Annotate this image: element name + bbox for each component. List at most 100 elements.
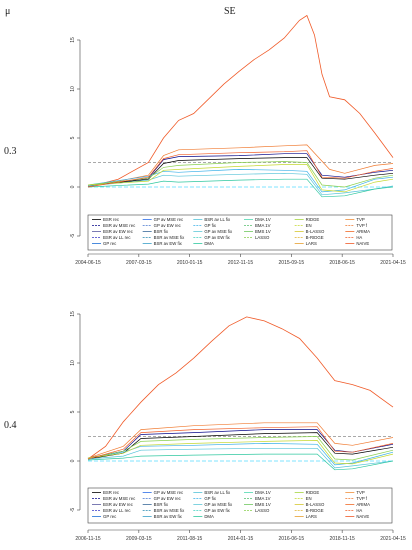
chart2-x-tick-label: 2014-01-15 — [228, 536, 254, 542]
chart1-legend-label-gp-av-mse-rec: GP av MSE rec — [154, 217, 184, 222]
chart1-legend-label-ridge: RIDGE — [306, 217, 320, 222]
chart2-legend-label-gp-rec: GP rec — [103, 514, 117, 519]
chart1-legend-label-dma-1v: DMA 1V — [255, 217, 271, 222]
chart2-legend-label-dma-1v: DMA 1V — [255, 490, 271, 495]
chart1-legend-label-gp-av-ew-rec: GP av EW rec — [154, 223, 182, 228]
chart2-legend-label-bsr-av-ew-fix: BSR av EW fix — [154, 514, 183, 519]
chart2-series-dma — [87, 453, 394, 471]
chart2-legend-label-bsr-av-mse-fix: BSR av MSE fix — [154, 508, 185, 513]
chart2-legend-label-bsr-av-ll-rec: BSR av LL rec — [103, 508, 131, 513]
chart1-legend-label-bma-1v: BMA 1V — [255, 223, 271, 228]
chart2-x-tick-label: 2011-08-15 — [177, 536, 202, 542]
chart1-legend-label-gp-fix: GP fix — [204, 223, 216, 228]
chart2-x-tick-label: 2009-03-15 — [126, 536, 152, 542]
chart2-x-tick-label: 2016-06-15 — [279, 536, 305, 542]
chart1-series-en — [87, 164, 394, 193]
chart1-x-tick-label: 2018-06-15 — [329, 260, 355, 266]
chart1-legend-label-gp-rec: GP rec — [103, 241, 117, 246]
chart1-legend-label-bsr-av-ll-fix: BSR av LL fix — [204, 217, 231, 222]
chart1-legend-label-arima: ARIMA — [356, 229, 370, 234]
chart2-y-tick-label: 10 — [70, 360, 76, 366]
metric-header: SE — [224, 6, 236, 17]
chart1-series-naive — [87, 14, 394, 188]
chart2-legend-label-gp-av-mse-rec: GP av MSE rec — [154, 490, 184, 495]
param-header: μ — [5, 6, 11, 17]
chart2-y-tick-label: 0 — [70, 459, 76, 462]
chart2-legend-label-lars: LARS — [306, 514, 317, 519]
chart2-legend-label-tvp-f: TVP f — [356, 496, 367, 501]
chart1-x-tick-label: 2004-06-15 — [75, 260, 101, 266]
chart2-series-naive — [87, 316, 394, 460]
chart2-legend-label-b-lasso: B-LASSO — [306, 502, 325, 507]
chart1-legend-label-dma: DMA — [204, 241, 214, 246]
chart1-legend-label-b-lasso: B-LASSO — [306, 229, 325, 234]
chart2-x-tick-label: 2006-11-15 — [75, 536, 100, 542]
chart2-legend — [87, 487, 393, 524]
chart2-series-ha — [87, 426, 394, 460]
chart1-legend-label-gp-av-mse-fix: GP av MSE fix — [204, 229, 233, 234]
chart1-legend-label-tvp-f: TVP f — [356, 223, 367, 228]
chart1-legend-label-bms-1v: BMS 1V — [255, 229, 271, 234]
chart2-legend-label-bsr-av-ew-rec: BSR av EW rec — [103, 502, 134, 507]
chart2-legend-label-tvp: TVP — [356, 490, 364, 495]
chart1-x-tick-label: 2015-09-15 — [279, 260, 305, 266]
chart2-legend-label-naive: NAIVE — [356, 514, 369, 519]
chart2-legend-label-gp-av-ew-fix: GP av EW fix — [204, 508, 230, 513]
chart2-legend-label-bma-1v: BMA 1V — [255, 496, 271, 501]
chart1-series-gp-fix — [87, 169, 394, 193]
chart2-x-tick-label: 2018-11-15 — [330, 536, 355, 542]
chart1-series-tvp-f — [87, 144, 394, 188]
chart2-legend-label-bms-1v: BMS 1V — [255, 502, 271, 507]
chart1-y-tick-label: 0 — [70, 185, 76, 188]
chart1-legend-label-bsr-av-ew-rec: BSR av EW rec — [103, 229, 134, 234]
chart2-y-tick-label: 15 — [70, 311, 76, 317]
chart2-series-lasso — [87, 436, 394, 461]
chart1-legend-label-bsr-av-mse-fix: BSR av MSE fix — [154, 235, 185, 240]
chart2-legend-label-en: EN — [306, 496, 312, 501]
chart1-x-tick-label: 2021-04-15 — [380, 260, 406, 266]
chart2-legend-label-gp-fix: GP fix — [204, 496, 216, 501]
chart1-y-tick-label: 5 — [70, 136, 76, 139]
chart1-legend-label-bsr-av-ew-fix: BSR av EW fix — [154, 241, 183, 246]
chart2-legend-label-ha: HA — [356, 508, 362, 513]
chart2-series-bsr-av-ll-fix — [87, 447, 394, 469]
panel-label-1: 0.3 — [4, 146, 17, 157]
chart2-legend-label-lasso: LASSO — [255, 508, 270, 513]
chart1-y-tick-label: 15 — [70, 37, 76, 43]
chart1-series-bsr-av-ll-fix — [87, 172, 394, 196]
chart1-legend-label-naive: NAIVE — [356, 241, 369, 246]
chart1-y-tick-label: -5 — [70, 234, 76, 239]
chart2-legend-label-bsr-rec: BSR rec — [103, 490, 120, 495]
chart1-series-dma — [87, 178, 394, 198]
chart2-legend-label-gp-av-mse-fix: GP av MSE fix — [204, 502, 233, 507]
chart2-legend-label-bsr-av-ll-fix: BSR av LL fix — [204, 490, 231, 495]
chart1-legend-label-lasso: LASSO — [255, 235, 270, 240]
chart2-legend-label-b-ridge: B-RIDGE — [306, 508, 324, 513]
chart1-x-tick-label: 2010-01-15 — [177, 260, 203, 266]
chart2-legend-label-ridge: RIDGE — [306, 490, 320, 495]
chart1-legend-label-bsr-av-ll-rec: BSR av LL rec — [103, 235, 131, 240]
chart1-legend-label-ha: HA — [356, 235, 362, 240]
chart1-legend-label-bsr-av-mse-rec: BSR av MSE rec — [103, 223, 136, 228]
chart2-legend-label-arima: ARIMA — [356, 502, 370, 507]
chart1-legend-label-en: EN — [306, 223, 312, 228]
chart2-y-tick-label: 5 — [70, 410, 76, 413]
chart1-legend-label-b-ridge: B-RIDGE — [306, 235, 324, 240]
chart1-legend-label-tvp: TVP — [356, 217, 364, 222]
chart2-y-tick-label: -5 — [70, 508, 76, 513]
chart2-legend-label-bsr-av-mse-rec: BSR av MSE rec — [103, 496, 136, 501]
chart1-series-ha — [87, 150, 394, 188]
panel-label-2: 0.4 — [4, 420, 17, 431]
chart2-series-tvp-f — [87, 422, 394, 459]
chart1-legend-label-lars: LARS — [306, 241, 317, 246]
chart2-legend-label-bsr-fix: BSR fix — [154, 502, 169, 507]
chart2-legend-label-gp-av-ew-rec: GP av EW rec — [154, 496, 182, 501]
chart1-legend-label-bsr-rec: BSR rec — [103, 217, 120, 222]
chart1-x-tick-label: 2012-11-15 — [228, 260, 253, 266]
chart1-legend — [87, 214, 393, 251]
chart2-x-tick-label: 2021-04-15 — [380, 536, 406, 542]
chart1-series-bsr-rec — [87, 157, 394, 187]
chart1-x-tick-label: 2007-03-15 — [126, 260, 152, 266]
chart1-legend-label-gp-av-ew-fix: GP av EW fix — [204, 235, 230, 240]
